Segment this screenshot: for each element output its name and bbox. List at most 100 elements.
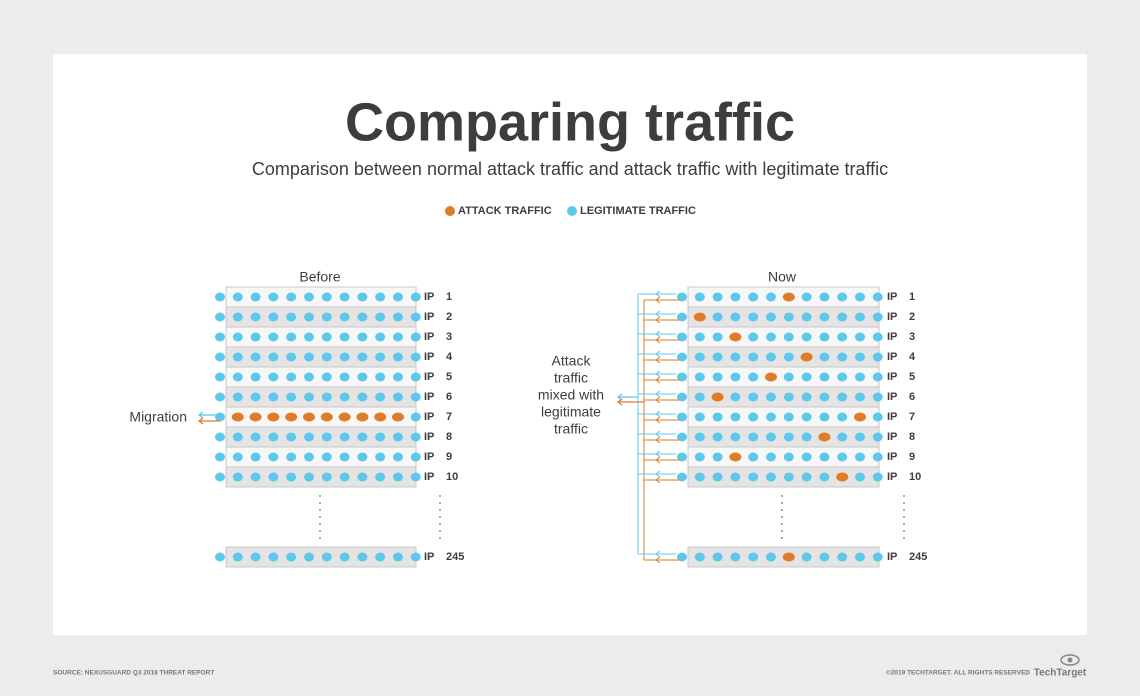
legit-dot bbox=[215, 332, 225, 342]
legit-dot bbox=[393, 552, 403, 562]
row-number: 4 bbox=[909, 351, 916, 363]
row-label: IP bbox=[887, 411, 897, 423]
legit-dot bbox=[286, 452, 297, 462]
legit-dot bbox=[872, 312, 883, 322]
row-number: 245 bbox=[909, 551, 927, 563]
legit-dot bbox=[872, 332, 883, 342]
legit-dot bbox=[250, 472, 261, 482]
legit-dot bbox=[410, 332, 421, 342]
row-label: IP bbox=[887, 471, 897, 483]
legit-dot bbox=[748, 472, 759, 482]
legit-dot bbox=[801, 452, 812, 462]
legit-dot bbox=[232, 312, 243, 322]
legit-dot bbox=[819, 552, 830, 562]
legit-dot bbox=[766, 312, 776, 322]
panel-title: Now bbox=[768, 269, 797, 285]
legit-dot bbox=[712, 552, 723, 562]
legit-dot bbox=[730, 472, 741, 482]
row-label: IP bbox=[887, 371, 897, 383]
legit-dot bbox=[304, 392, 314, 402]
legit-dot bbox=[748, 352, 759, 362]
legit-dot bbox=[268, 332, 279, 342]
legit-dot bbox=[783, 352, 794, 362]
legit-dot bbox=[819, 372, 830, 382]
legit-dot bbox=[872, 432, 883, 442]
legit-dot bbox=[855, 352, 865, 362]
legit-dot bbox=[215, 312, 225, 322]
legit-dot bbox=[694, 352, 705, 362]
legit-dot bbox=[339, 432, 350, 442]
attack-dot bbox=[267, 412, 280, 422]
row-number: 10 bbox=[446, 471, 458, 483]
arrow bbox=[638, 450, 676, 458]
row-label: IP bbox=[887, 291, 897, 303]
legit-dot bbox=[410, 392, 421, 402]
legit-dot bbox=[783, 452, 794, 462]
row-number: 245 bbox=[446, 551, 464, 563]
legit-dot bbox=[677, 292, 687, 302]
legit-dot bbox=[801, 432, 812, 442]
row-number: 6 bbox=[446, 391, 452, 403]
legit-dot bbox=[766, 352, 776, 362]
source: SOURCE: NEXUSGUARD Q3 2018 THREAT REPORT bbox=[53, 670, 214, 677]
legit-dot bbox=[215, 372, 225, 382]
legit-dot bbox=[268, 292, 279, 302]
legit-dot bbox=[801, 412, 812, 422]
legit-dot bbox=[819, 312, 830, 322]
legit-dot bbox=[712, 412, 723, 422]
legit-dot bbox=[410, 412, 421, 422]
attack-dot bbox=[782, 292, 795, 302]
legit-dot bbox=[339, 392, 350, 402]
arrow bbox=[644, 456, 680, 464]
legit-dot bbox=[215, 392, 225, 402]
legit-dot bbox=[215, 292, 225, 302]
legit-dot bbox=[694, 372, 705, 382]
legit-dot bbox=[339, 452, 350, 462]
annotation: mixed with bbox=[538, 387, 604, 403]
legit-dot bbox=[837, 332, 848, 342]
row-number: 5 bbox=[909, 371, 915, 383]
legit-dot bbox=[819, 392, 830, 402]
legit-dot bbox=[694, 452, 705, 462]
row-label: IP bbox=[424, 291, 434, 303]
legit-dot bbox=[801, 392, 812, 402]
legit-dot bbox=[357, 332, 368, 342]
legit-dot bbox=[304, 372, 314, 382]
arrow bbox=[638, 330, 676, 338]
legit-dot bbox=[819, 412, 830, 422]
legit-dot bbox=[801, 292, 812, 302]
legit-dot bbox=[304, 312, 314, 322]
legit-dot bbox=[232, 332, 243, 342]
legit-dot bbox=[872, 372, 883, 382]
legit-dot bbox=[250, 392, 261, 402]
legit-dot bbox=[730, 312, 741, 322]
annotation: Attack bbox=[552, 353, 592, 369]
row-label: IP bbox=[887, 551, 897, 563]
legit-dot bbox=[286, 552, 297, 562]
legit-dot bbox=[410, 292, 421, 302]
legit-dot bbox=[215, 552, 225, 562]
legit-dot bbox=[357, 352, 368, 362]
legit-dot bbox=[766, 392, 776, 402]
arrow bbox=[644, 356, 680, 364]
attack-dot bbox=[729, 452, 742, 462]
row-label: IP bbox=[424, 311, 434, 323]
row-number: 2 bbox=[446, 311, 452, 323]
legit-dot bbox=[677, 452, 687, 462]
legit-dot bbox=[783, 472, 794, 482]
legit-dot bbox=[730, 392, 741, 402]
legit-dot bbox=[748, 292, 759, 302]
legit-dot bbox=[321, 372, 332, 382]
legit-dot bbox=[357, 312, 368, 322]
legit-dot bbox=[410, 432, 421, 442]
attack-dot bbox=[818, 432, 831, 442]
legit-dot bbox=[268, 312, 279, 322]
legend-swatch bbox=[567, 206, 577, 216]
legit-dot bbox=[677, 312, 687, 322]
attack-dot bbox=[711, 392, 724, 402]
legit-dot bbox=[286, 312, 297, 322]
legit-dot bbox=[393, 432, 403, 442]
annotation: legitimate bbox=[541, 404, 601, 420]
legit-dot bbox=[410, 452, 421, 462]
